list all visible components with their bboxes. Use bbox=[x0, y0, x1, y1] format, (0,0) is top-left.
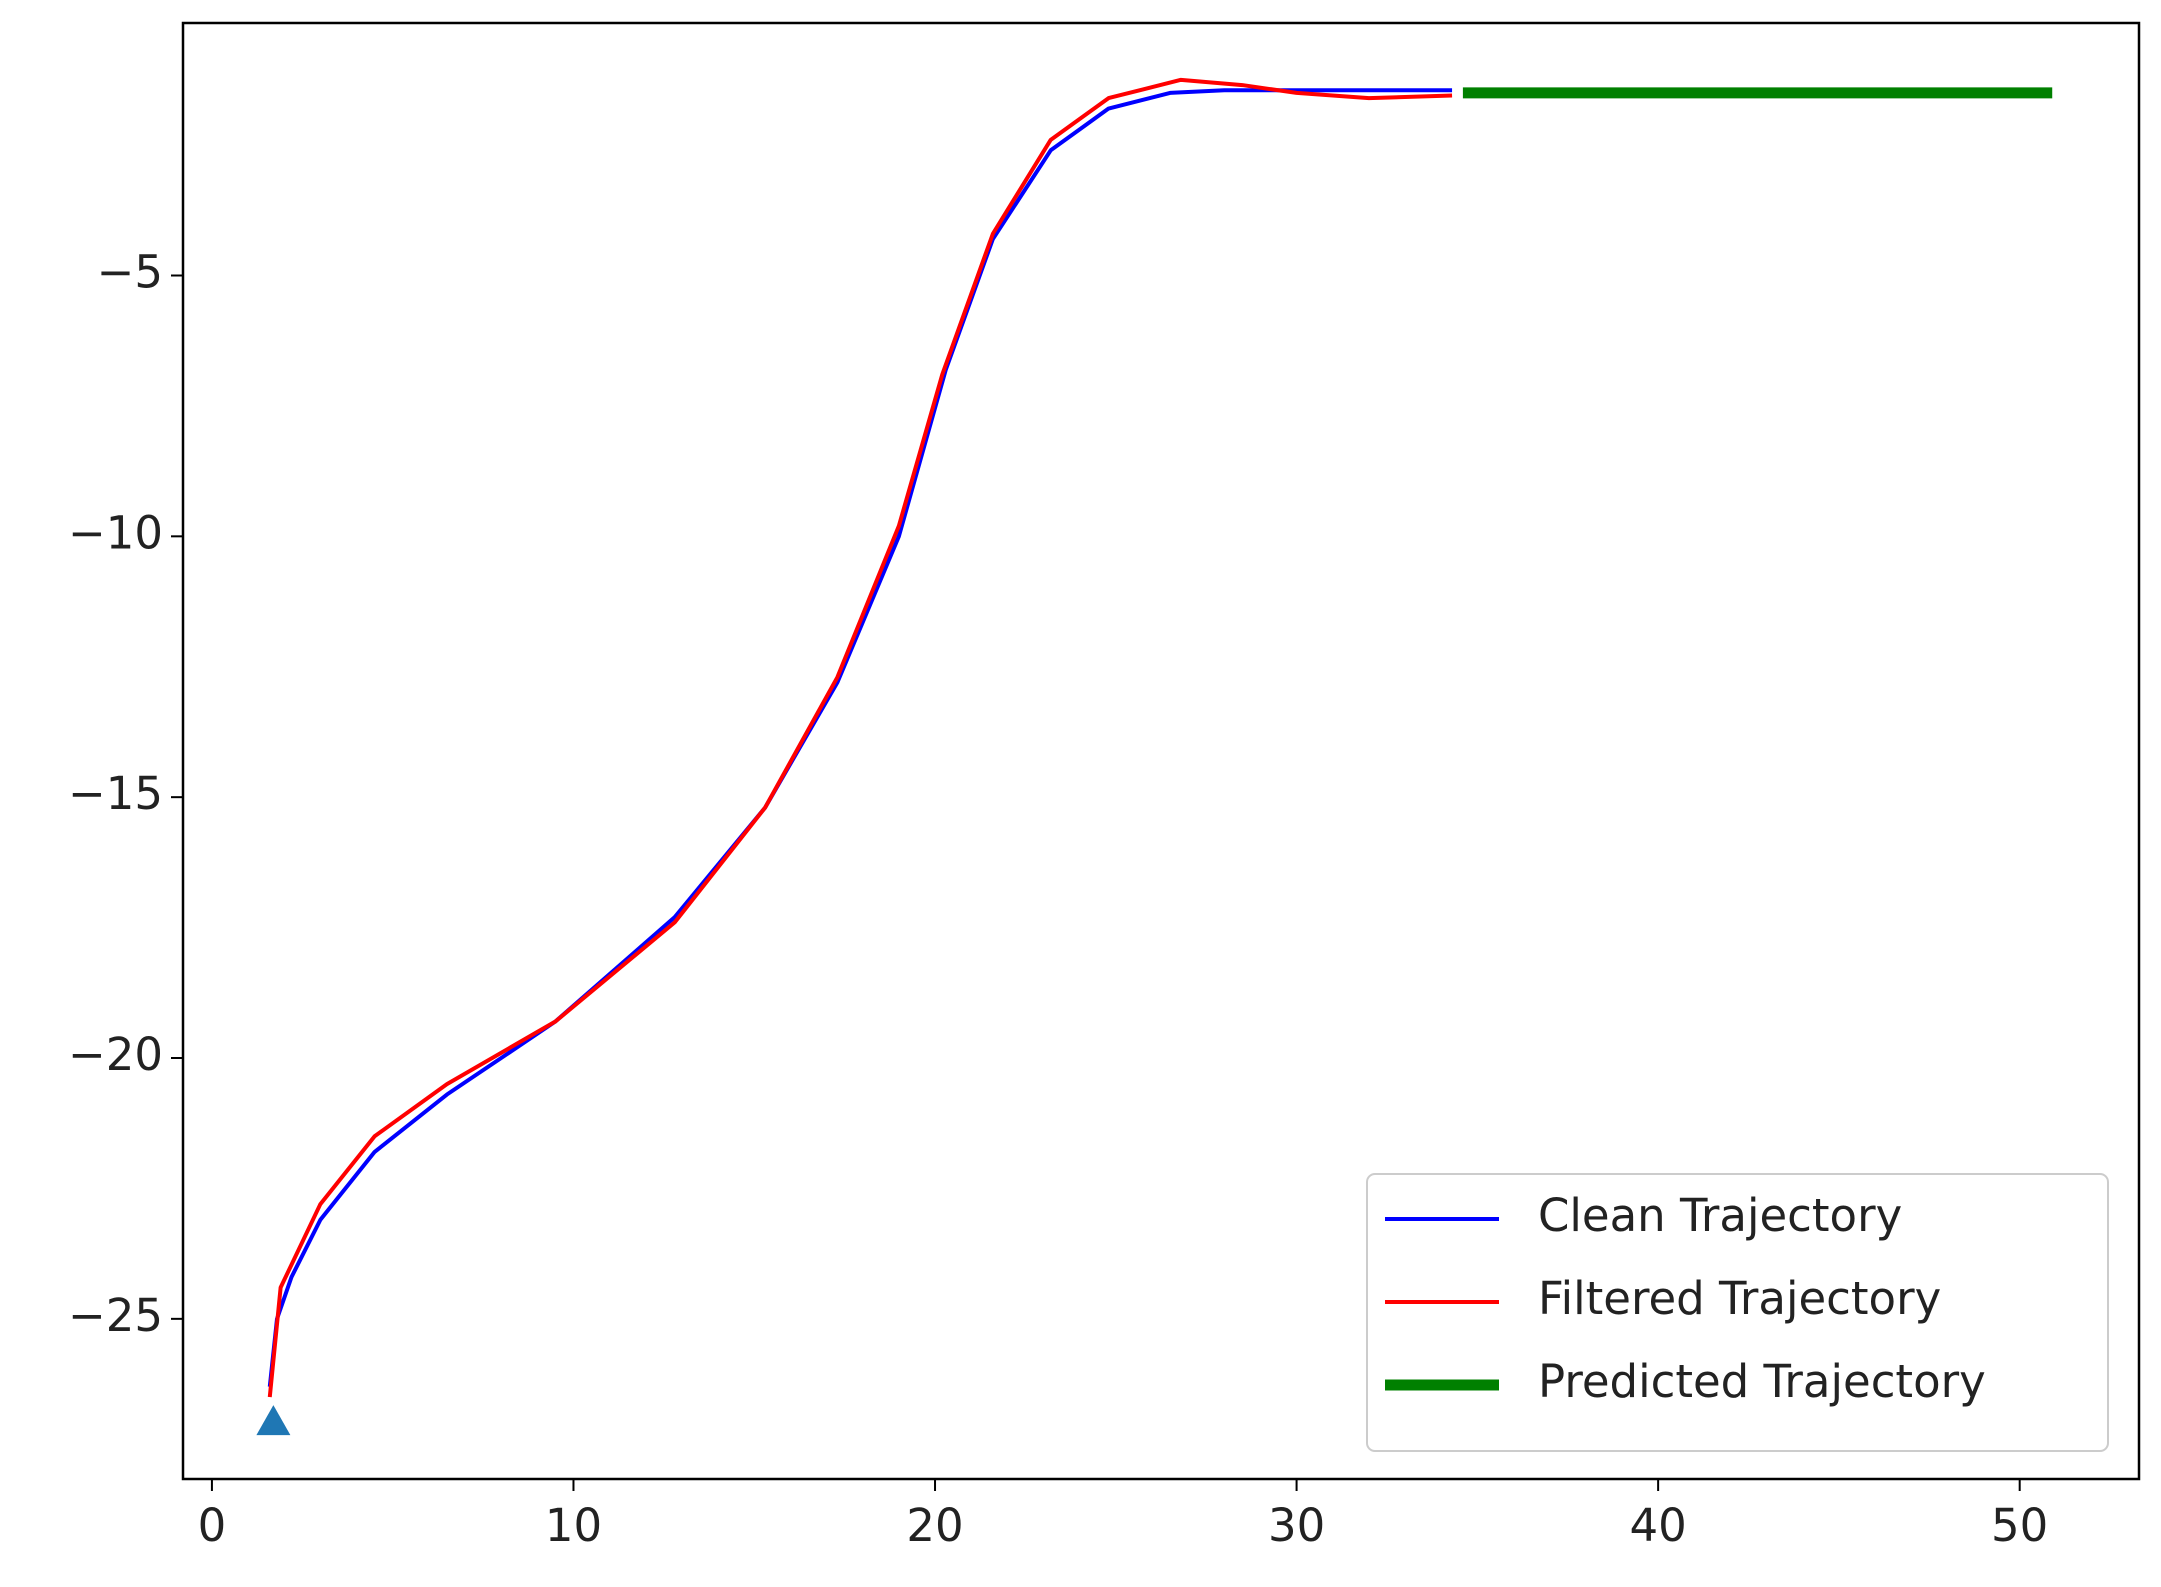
y-tick-label: −15 bbox=[68, 767, 163, 820]
legend-box bbox=[1366, 1173, 2109, 1452]
axes-frame bbox=[181, 21, 2141, 1481]
y-tick-label: −20 bbox=[68, 1028, 163, 1081]
x-tick-label: 10 bbox=[545, 1499, 602, 1552]
trajectory-line bbox=[267, 77, 1453, 1398]
x-tick-label: 30 bbox=[1268, 1499, 1325, 1552]
y-tick-label: −25 bbox=[68, 1289, 163, 1342]
y-tick-label: −5 bbox=[97, 245, 163, 298]
trajectory-line bbox=[267, 88, 1453, 1387]
x-tick-label: 20 bbox=[906, 1499, 963, 1552]
legend-label: Predicted Trajectory bbox=[1538, 1355, 1986, 1408]
x-tick-label: 50 bbox=[1991, 1499, 2048, 1552]
start-marker bbox=[256, 1405, 291, 1436]
x-tick-label: 40 bbox=[1630, 1499, 1687, 1552]
x-tick-label: 0 bbox=[198, 1499, 227, 1552]
legend-label: Filtered Trajectory bbox=[1538, 1272, 1941, 1325]
y-tick-label: −10 bbox=[68, 506, 163, 559]
legend-label: Clean Trajectory bbox=[1538, 1189, 1902, 1242]
